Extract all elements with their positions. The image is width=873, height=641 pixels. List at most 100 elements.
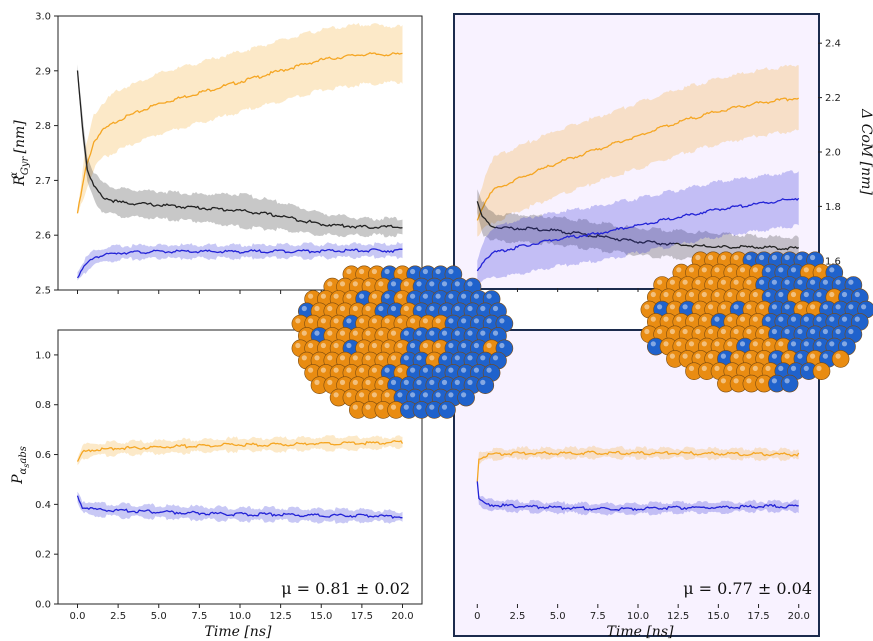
nanoparticle-sphere-highlight bbox=[435, 392, 441, 398]
nanoparticle-sphere-highlight bbox=[327, 355, 333, 361]
nanoparticle-sphere-highlight bbox=[422, 367, 428, 373]
nanoparticle-sphere-highlight bbox=[384, 367, 390, 373]
nanoparticle-sphere-highlight bbox=[371, 342, 377, 349]
nanoparticle-sphere-highlight bbox=[822, 353, 829, 359]
nanoparticle-sphere-highlight bbox=[441, 305, 448, 312]
nanoparticle-sphere-highlight bbox=[816, 267, 822, 273]
top-right-ytick-label: 1.6 bbox=[825, 256, 841, 267]
nanoparticle-sphere-highlight bbox=[765, 365, 771, 371]
top-left-ylabel: RGyrα [nm] bbox=[9, 120, 31, 187]
bottom-left-xtick-label: 0.0 bbox=[70, 611, 86, 622]
nanoparticle-sphere-highlight bbox=[657, 304, 663, 310]
nanoparticle-right-illustration bbox=[640, 251, 873, 393]
top-right-series-orange-band bbox=[477, 64, 799, 237]
nanoparticle-sphere-highlight bbox=[816, 365, 822, 371]
nanoparticle-sphere-highlight bbox=[752, 291, 758, 298]
nanoparticle-sphere-highlight bbox=[448, 392, 454, 398]
nanoparticle-sphere-highlight bbox=[378, 379, 384, 385]
nanoparticle-sphere-highlight bbox=[346, 367, 352, 373]
nanoparticle-sphere-highlight bbox=[803, 365, 809, 371]
nanoparticle-sphere-highlight bbox=[676, 291, 682, 298]
nanoparticle-sphere-highlight bbox=[746, 279, 752, 285]
nanoparticle-sphere-highlight bbox=[403, 379, 409, 385]
nanoparticle-sphere-highlight bbox=[461, 392, 467, 398]
nanoparticle-sphere-highlight bbox=[816, 291, 822, 298]
nanoparticle-sphere-highlight bbox=[467, 379, 473, 385]
nanoparticle-sphere-highlight bbox=[320, 342, 326, 349]
nanoparticle-sphere-highlight bbox=[397, 367, 403, 373]
nanoparticle-sphere-highlight bbox=[759, 254, 765, 261]
bottom-right-xlabel: Time [ns] bbox=[607, 624, 674, 640]
bottom-left-xtick-label: 5.0 bbox=[151, 611, 167, 622]
nanoparticle-sphere-highlight bbox=[314, 355, 320, 361]
nanoparticle-sphere-highlight bbox=[416, 305, 422, 312]
nanoparticle-sphere-highlight bbox=[416, 355, 422, 361]
nanoparticle-sphere-highlight bbox=[410, 268, 416, 275]
nanoparticle-sphere-highlight bbox=[308, 342, 314, 349]
nanoparticle-sphere-highlight bbox=[810, 279, 816, 285]
nanoparticle-sphere-highlight bbox=[810, 328, 816, 335]
nanoparticle-sphere-highlight bbox=[461, 318, 467, 324]
nanoparticle-sphere-highlight bbox=[739, 267, 746, 273]
bottom-right-annotation: μ = 0.77 ± 0.04 bbox=[683, 579, 812, 598]
nanoparticle-sphere-highlight bbox=[822, 279, 829, 285]
nanoparticle-sphere-highlight bbox=[473, 293, 479, 299]
nanoparticle-sphere-highlight bbox=[841, 341, 848, 347]
nanoparticle-sphere-highlight bbox=[352, 330, 358, 336]
nanoparticle-sphere-highlight bbox=[352, 379, 358, 385]
nanoparticle-sphere bbox=[457, 388, 475, 407]
nanoparticle-sphere-highlight bbox=[365, 355, 371, 361]
nanoparticle-sphere-highlight bbox=[480, 305, 486, 312]
top-right-ytick-label: 1.8 bbox=[825, 202, 841, 213]
nanoparticle-sphere-highlight bbox=[835, 279, 841, 285]
nanoparticle-sphere-highlight bbox=[448, 367, 454, 373]
nanoparticle-sphere-highlight bbox=[797, 328, 803, 335]
top-left-series-orange-band bbox=[77, 22, 403, 215]
nanoparticle-sphere-highlight bbox=[803, 316, 809, 322]
nanoparticle-sphere-highlight bbox=[422, 342, 428, 349]
nanoparticle-sphere-highlight bbox=[416, 281, 422, 287]
nanoparticle-sphere-highlight bbox=[384, 392, 390, 398]
nanoparticle-sphere-highlight bbox=[695, 328, 701, 335]
bottom-left-ylabel-subsub: s bbox=[22, 464, 31, 468]
bottom-right-xtick-label: 20.0 bbox=[788, 611, 810, 622]
top-left-axes bbox=[57, 15, 423, 291]
nanoparticle-sphere-highlight bbox=[410, 367, 416, 373]
nanoparticle-sphere-highlight bbox=[733, 254, 739, 261]
nanoparticle-sphere-highlight bbox=[771, 378, 778, 384]
nanoparticle-sphere-highlight bbox=[803, 341, 809, 347]
bottom-left-xtick-label: 12.5 bbox=[269, 611, 291, 622]
bottom-right-xtick-label: 0 bbox=[474, 611, 480, 622]
bottom-left-ytick-label: 0.4 bbox=[35, 500, 51, 511]
nanoparticle-sphere-highlight bbox=[727, 316, 733, 322]
top-right-series-blue-band bbox=[477, 170, 799, 283]
nanoparticle-sphere-highlight bbox=[365, 281, 371, 287]
bottom-right-series-blue-line bbox=[476, 481, 799, 512]
nanoparticle-sphere-highlight bbox=[701, 365, 707, 371]
bottom-left-xtick-label: 15.0 bbox=[310, 611, 332, 622]
nanoparticle-sphere-highlight bbox=[733, 279, 739, 285]
nanoparticle-sphere-highlight bbox=[822, 328, 829, 335]
nanoparticle-sphere-highlight bbox=[390, 330, 397, 336]
nanoparticle-sphere-highlight bbox=[416, 330, 422, 336]
nanoparticle-sphere-highlight bbox=[650, 316, 656, 322]
nanoparticle-sphere-highlight bbox=[448, 293, 454, 299]
nanoparticle-sphere-highlight bbox=[467, 281, 473, 287]
nanoparticle-sphere-highlight bbox=[441, 379, 448, 385]
nanoparticle-sphere-highlight bbox=[365, 379, 371, 385]
nanoparticle-sphere-highlight bbox=[410, 342, 416, 349]
nanoparticle-sphere-highlight bbox=[759, 279, 765, 285]
top-left-ylabel-unit: [nm] bbox=[12, 120, 28, 158]
nanoparticle-sphere-highlight bbox=[784, 353, 790, 359]
top-right-series-orange-line bbox=[476, 97, 800, 221]
nanoparticle-sphere-highlight bbox=[435, 367, 441, 373]
top-left-ytick-label: 2.5 bbox=[35, 286, 51, 297]
nanoparticle-sphere-highlight bbox=[378, 305, 384, 312]
nanoparticle-sphere-highlight bbox=[403, 355, 409, 361]
nanoparticle-sphere-highlight bbox=[682, 353, 688, 359]
nanoparticle-sphere-highlight bbox=[733, 304, 739, 310]
nanoparticle-sphere-highlight bbox=[816, 341, 822, 347]
nanoparticle-sphere-highlight bbox=[733, 353, 739, 359]
nanoparticle-sphere-highlight bbox=[441, 281, 448, 287]
nanoparticle-sphere-highlight bbox=[790, 316, 797, 322]
